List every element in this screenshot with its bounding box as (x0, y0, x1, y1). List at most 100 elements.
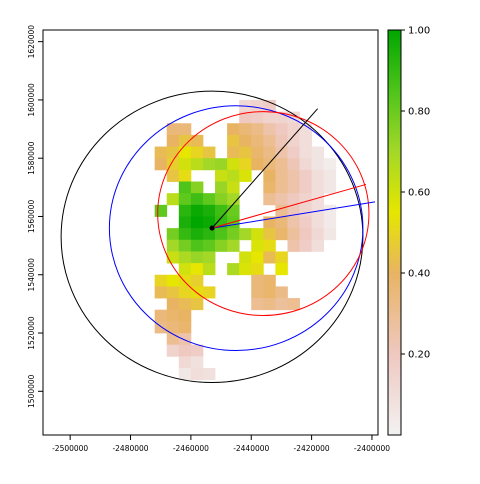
raster-cell (215, 239, 228, 252)
raster-cell (166, 333, 180, 346)
raster-cell (166, 123, 180, 136)
raster-cell (178, 169, 192, 182)
raster-cell (251, 134, 264, 147)
raster-cell (178, 204, 192, 217)
raster-cell (263, 239, 276, 252)
raster-cell (251, 263, 264, 276)
raster-cell (166, 193, 180, 206)
y-tick-label: 1600000 (27, 83, 36, 117)
x-tick-label: -2440000 (233, 444, 269, 453)
colorbar-tick-label: 0.40 (408, 269, 430, 280)
radius-segment (211, 108, 319, 229)
raster-cell (275, 193, 288, 206)
raster-cell (287, 204, 300, 217)
raster-cell (227, 228, 240, 241)
raster-cell (251, 251, 264, 264)
overlay-layer (60, 90, 376, 384)
raster-cell (263, 193, 276, 206)
raster-cell (299, 216, 313, 229)
y-tick-label: 1580000 (27, 141, 36, 175)
raster-cell (275, 134, 288, 147)
raster-cell (166, 134, 180, 147)
raster-layer (154, 99, 337, 381)
raster-cell (299, 204, 313, 217)
raster-cell (190, 356, 204, 369)
raster-cell (190, 263, 204, 276)
raster-cell (178, 193, 192, 206)
y-tick-label: 1520000 (27, 316, 36, 350)
raster-cell (275, 251, 288, 264)
raster-cell (323, 204, 337, 217)
raster-cell (178, 134, 192, 147)
y-axis: 1500000 1520000 1540000 1560000 1580000 16000… (27, 25, 43, 408)
raster-cell (263, 146, 276, 159)
x-tick-label: -2480000 (112, 444, 148, 453)
y-tick-label: 1500000 (27, 374, 36, 408)
raster-cell (287, 298, 300, 311)
raster-cell (251, 274, 264, 287)
raster-cell (190, 251, 204, 264)
raster-cell (202, 263, 216, 276)
raster-cell (299, 239, 313, 252)
raster-cell (190, 228, 204, 241)
raster-cell (311, 181, 325, 194)
raster-cell (263, 134, 276, 147)
raster-cell (299, 181, 313, 194)
raster-cell (275, 158, 288, 171)
raster-cell (215, 228, 228, 241)
raster-cell (227, 181, 240, 194)
raster-cell (178, 274, 192, 287)
raster-cell (166, 251, 180, 264)
raster-cell (190, 134, 204, 147)
radius-segment (211, 201, 376, 229)
raster-cell (251, 239, 264, 252)
x-tick-label: -2420000 (294, 444, 330, 453)
raster-cell (239, 134, 252, 147)
center-point (209, 225, 215, 231)
raster-cell (263, 169, 276, 182)
raster-cell (299, 193, 313, 206)
raster-cell (251, 286, 264, 299)
x-axis: -2500000 -2480000 -2460000 -2440000 -2420000… (52, 435, 390, 453)
raster-cell (190, 298, 204, 311)
raster-cell (215, 181, 228, 194)
raster-cell (251, 146, 264, 159)
raster-cell (275, 181, 288, 194)
raster-cell (287, 193, 300, 206)
raster-cell (178, 321, 192, 334)
raster-cell (154, 274, 168, 287)
raster-cell (287, 228, 300, 241)
raster-cell (178, 239, 192, 252)
raster-cell (166, 158, 180, 171)
raster-cell (166, 344, 180, 357)
raster-cell (263, 228, 276, 241)
raster-cell (154, 204, 168, 217)
circle-outline (108, 105, 364, 352)
raster-cell (287, 181, 300, 194)
raster-cell (166, 169, 180, 182)
raster-cell (239, 263, 252, 276)
raster-cell (251, 99, 264, 112)
y-tick-label: 1560000 (27, 200, 36, 234)
raster-cell (311, 193, 325, 206)
raster-cell (275, 298, 288, 311)
raster-cell (251, 123, 264, 136)
raster-cell (251, 298, 264, 311)
raster-cell (323, 169, 337, 182)
raster-cell (311, 239, 325, 252)
raster-cell (178, 344, 192, 357)
raster-cell (190, 146, 204, 159)
raster-cell (202, 193, 216, 206)
raster-cell (323, 216, 337, 229)
raster-cell (166, 146, 180, 159)
raster-cell (311, 158, 325, 171)
raster-cell (166, 309, 180, 322)
x-tick-label: -2500000 (52, 444, 88, 453)
raster-cell (287, 169, 300, 182)
raster-cell (178, 181, 192, 194)
raster-cell (178, 367, 192, 381)
raster-cell (251, 228, 264, 241)
raster-cell (239, 123, 252, 136)
raster-cell (166, 321, 180, 334)
